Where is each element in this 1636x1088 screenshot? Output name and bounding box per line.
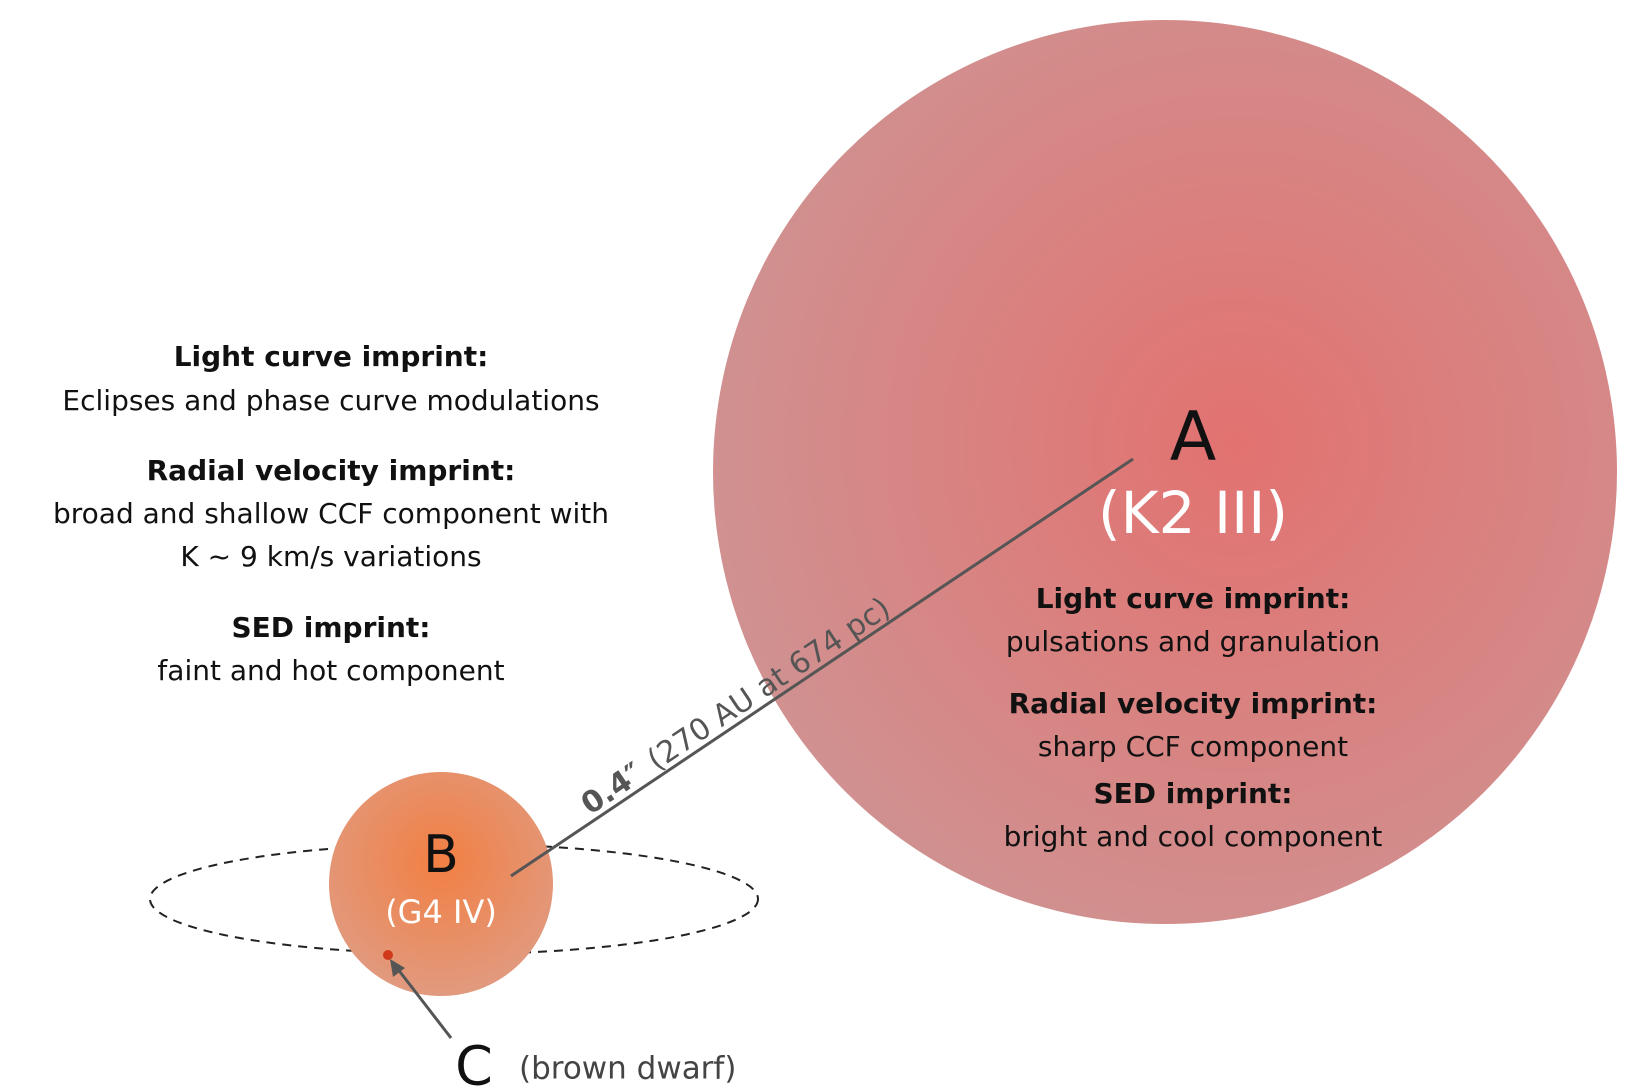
star-b-imprints: Light curve imprint: Eclipses and phase c…: [53, 340, 609, 687]
imprint-text: pulsations and granulation: [1006, 625, 1380, 658]
imprint-text: Eclipses and phase curve modulations: [62, 384, 599, 417]
imprint-heading: SED imprint:: [1093, 777, 1292, 810]
star-b-label: B: [423, 825, 459, 885]
star-a-label: A: [1170, 398, 1217, 477]
imprint-heading: SED imprint:: [231, 611, 430, 644]
imprint-text: faint and hot component: [157, 654, 504, 687]
imprint-heading: Radial velocity imprint:: [147, 454, 516, 487]
imprint-text: bright and cool component: [1004, 820, 1383, 853]
star-c-label: C: [455, 1035, 493, 1088]
imprint-heading: Radial velocity imprint:: [1009, 687, 1378, 720]
imprint-text: broad and shallow CCF component with: [53, 497, 609, 530]
imprint-text: K ~ 9 km/s variations: [180, 540, 481, 573]
star-b-type: (G4 IV): [385, 893, 497, 931]
imprint-heading: Light curve imprint:: [174, 340, 489, 373]
diagram: A (K2 III) B (G4 IV) C (brown dwarf) 0.4…: [0, 0, 1636, 1088]
star-c: [383, 950, 393, 960]
imprint-heading: Light curve imprint:: [1036, 582, 1351, 615]
separation-angle: 0.4″: [575, 756, 650, 822]
star-a-type: (K2 III): [1098, 479, 1288, 547]
imprint-text: sharp CCF component: [1038, 730, 1348, 763]
star-c-description: (brown dwarf): [519, 1051, 736, 1087]
